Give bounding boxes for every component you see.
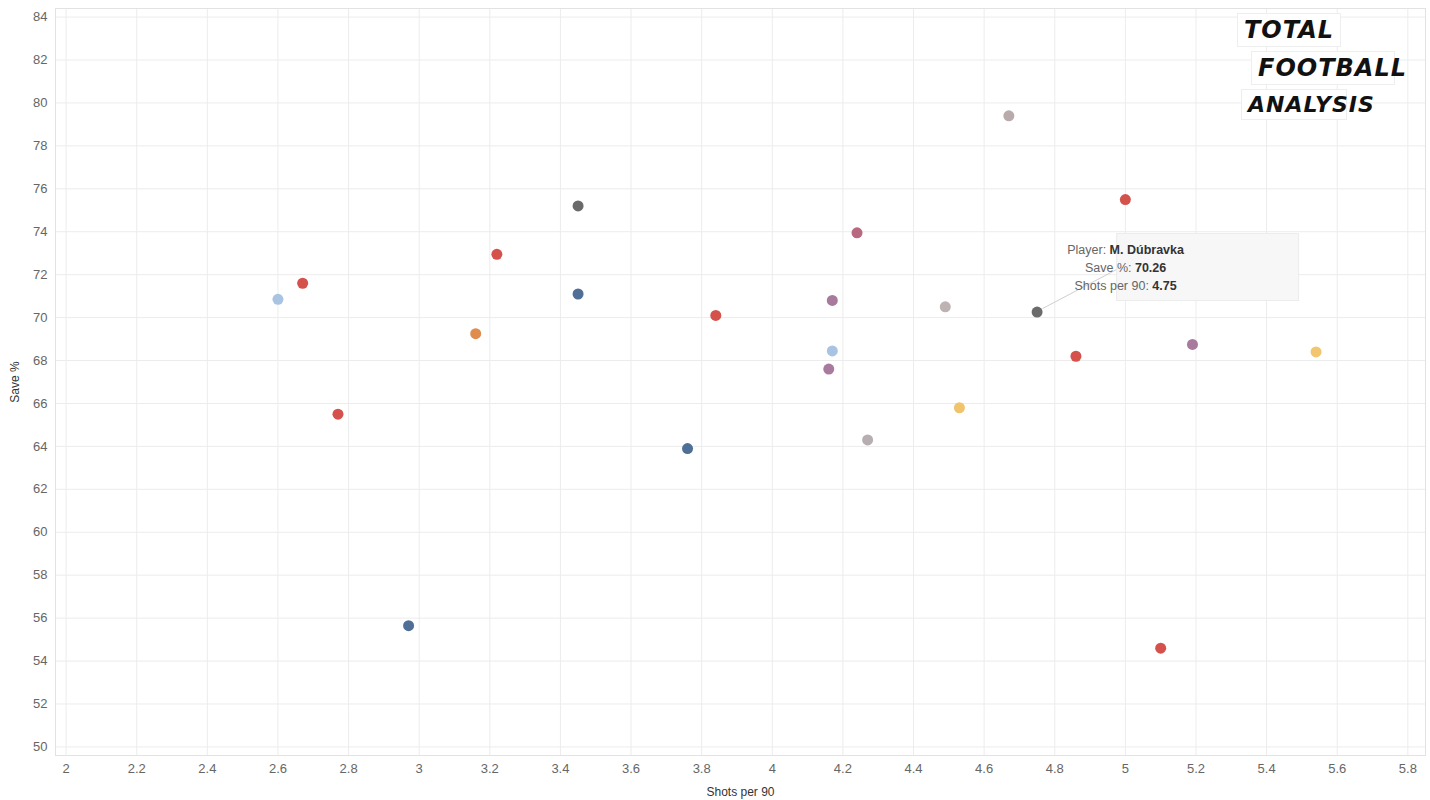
svg-text:5.4: 5.4: [1258, 761, 1276, 776]
svg-text:Shots per 90: 4.75: Shots per 90: 4.75: [1075, 279, 1177, 293]
svg-text:3.6: 3.6: [622, 761, 640, 776]
svg-text:76: 76: [33, 181, 47, 196]
svg-text:64: 64: [33, 439, 47, 454]
svg-text:56: 56: [33, 610, 47, 625]
html-text:ANALYSIS: ANALYSIS: [1248, 92, 1375, 117]
svg-text:50: 50: [33, 739, 47, 754]
svg-text:2: 2: [62, 761, 69, 776]
svg-text:80: 80: [33, 95, 47, 110]
svg-text:66: 66: [33, 396, 47, 411]
svg-text:2.2: 2.2: [128, 761, 146, 776]
svg-text:5.2: 5.2: [1187, 761, 1205, 776]
svg-text:4.6: 4.6: [975, 761, 993, 776]
svg-text:4.2: 4.2: [834, 761, 852, 776]
svg-text:Save %: Save %: [8, 361, 22, 403]
svg-text:4.8: 4.8: [1046, 761, 1064, 776]
svg-text:52: 52: [33, 696, 47, 711]
svg-text:5.6: 5.6: [1328, 761, 1346, 776]
svg-text:2.6: 2.6: [269, 761, 287, 776]
svg-text:Save %: 70.26: Save %: 70.26: [1085, 261, 1166, 275]
svg-text:Shots per 90: Shots per 90: [706, 785, 774, 799]
svg-text:84: 84: [33, 9, 47, 24]
svg-text:4: 4: [769, 761, 776, 776]
svg-text:78: 78: [33, 138, 47, 153]
svg-text:54: 54: [33, 653, 47, 668]
svg-text:3.2: 3.2: [481, 761, 499, 776]
svg-text:2.4: 2.4: [198, 761, 216, 776]
svg-text:62: 62: [33, 481, 47, 496]
svg-text:2.8: 2.8: [340, 761, 358, 776]
svg-text:82: 82: [33, 52, 47, 67]
svg-text:72: 72: [33, 267, 47, 282]
html-text:FOOTBALL: FOOTBALL: [1258, 54, 1407, 82]
svg-text:3.4: 3.4: [551, 761, 569, 776]
html-text:TOTAL: TOTAL: [1244, 16, 1335, 44]
svg-text:Player: M. Dúbravka: Player: M. Dúbravka: [1067, 243, 1185, 257]
svg-text:68: 68: [33, 353, 47, 368]
svg-text:60: 60: [33, 524, 47, 539]
svg-text:5.8: 5.8: [1399, 761, 1417, 776]
svg-text:74: 74: [33, 224, 47, 239]
svg-text:70: 70: [33, 310, 47, 325]
svg-text:3: 3: [416, 761, 423, 776]
svg-text:4.4: 4.4: [904, 761, 922, 776]
svg-text:3.8: 3.8: [693, 761, 711, 776]
svg-text:5: 5: [1122, 761, 1129, 776]
svg-text:58: 58: [33, 567, 47, 582]
